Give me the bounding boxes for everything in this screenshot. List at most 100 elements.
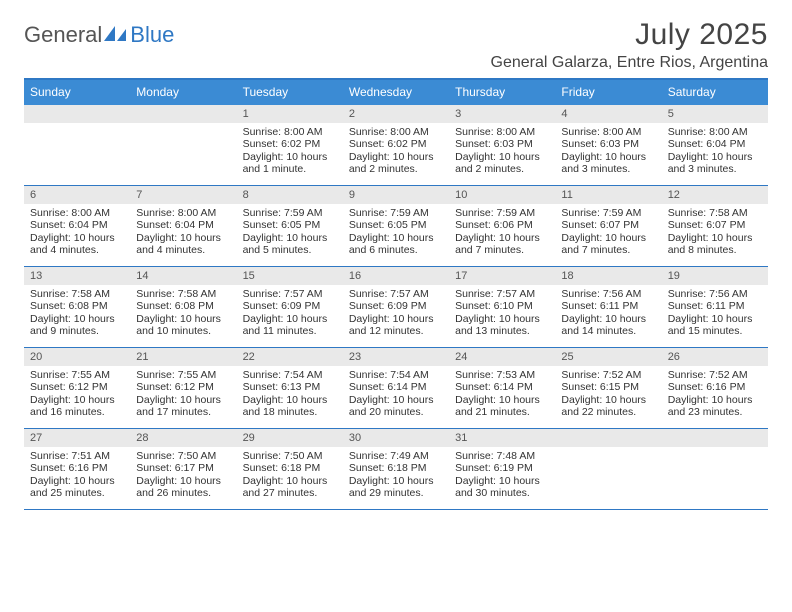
day-number: 5	[662, 105, 768, 123]
day-number: 11	[555, 186, 661, 204]
day-number: 2	[343, 105, 449, 123]
week-row: 6Sunrise: 8:00 AMSunset: 6:04 PMDaylight…	[24, 186, 768, 267]
day-number: 10	[449, 186, 555, 204]
sunrise-text: Sunrise: 7:59 AM	[455, 207, 549, 219]
calendar-page: General Blue July 2025 General Galarza, …	[0, 0, 792, 522]
day-number: 16	[343, 267, 449, 285]
week-row: 1Sunrise: 8:00 AMSunset: 6:02 PMDaylight…	[24, 105, 768, 186]
day-detail: Sunrise: 7:57 AMSunset: 6:09 PMDaylight:…	[237, 285, 343, 347]
day-detail: Sunrise: 7:59 AMSunset: 6:06 PMDaylight:…	[449, 204, 555, 266]
day-detail: Sunrise: 7:55 AMSunset: 6:12 PMDaylight:…	[130, 366, 236, 428]
day-cell: 11Sunrise: 7:59 AMSunset: 6:07 PMDayligh…	[555, 186, 661, 266]
sunrise-text: Sunrise: 8:00 AM	[243, 126, 337, 138]
day-cell: 18Sunrise: 7:56 AMSunset: 6:11 PMDayligh…	[555, 267, 661, 347]
day-detail	[24, 123, 130, 185]
month-title: July 2025	[491, 18, 768, 52]
day-header-monday: Monday	[130, 80, 236, 105]
sunrise-text: Sunrise: 7:57 AM	[243, 288, 337, 300]
sunrise-text: Sunrise: 8:00 AM	[349, 126, 443, 138]
day-detail: Sunrise: 7:52 AMSunset: 6:16 PMDaylight:…	[662, 366, 768, 428]
day-header-wednesday: Wednesday	[343, 80, 449, 105]
day-header-sunday: Sunday	[24, 80, 130, 105]
day-cell: 20Sunrise: 7:55 AMSunset: 6:12 PMDayligh…	[24, 348, 130, 428]
day-number: 7	[130, 186, 236, 204]
daylight-text: Daylight: 10 hours and 4 minutes.	[136, 232, 230, 257]
daylight-text: Daylight: 10 hours and 4 minutes.	[30, 232, 124, 257]
day-cell: 15Sunrise: 7:57 AMSunset: 6:09 PMDayligh…	[237, 267, 343, 347]
daylight-text: Daylight: 10 hours and 2 minutes.	[349, 151, 443, 176]
sunset-text: Sunset: 6:03 PM	[561, 138, 655, 150]
daylight-text: Daylight: 10 hours and 18 minutes.	[243, 394, 337, 419]
day-cell: 16Sunrise: 7:57 AMSunset: 6:09 PMDayligh…	[343, 267, 449, 347]
day-detail: Sunrise: 7:57 AMSunset: 6:09 PMDaylight:…	[343, 285, 449, 347]
day-number	[130, 105, 236, 123]
day-detail: Sunrise: 7:59 AMSunset: 6:05 PMDaylight:…	[237, 204, 343, 266]
day-cell: 6Sunrise: 8:00 AMSunset: 6:04 PMDaylight…	[24, 186, 130, 266]
sunset-text: Sunset: 6:09 PM	[243, 300, 337, 312]
sunset-text: Sunset: 6:08 PM	[136, 300, 230, 312]
sunset-text: Sunset: 6:12 PM	[30, 381, 124, 393]
day-detail: Sunrise: 8:00 AMSunset: 6:02 PMDaylight:…	[237, 123, 343, 185]
day-detail: Sunrise: 7:54 AMSunset: 6:13 PMDaylight:…	[237, 366, 343, 428]
sunrise-text: Sunrise: 8:00 AM	[455, 126, 549, 138]
day-detail: Sunrise: 7:59 AMSunset: 6:07 PMDaylight:…	[555, 204, 661, 266]
day-detail: Sunrise: 7:48 AMSunset: 6:19 PMDaylight:…	[449, 447, 555, 509]
day-cell: 12Sunrise: 7:58 AMSunset: 6:07 PMDayligh…	[662, 186, 768, 266]
day-header-friday: Friday	[555, 80, 661, 105]
day-detail: Sunrise: 7:51 AMSunset: 6:16 PMDaylight:…	[24, 447, 130, 509]
day-detail: Sunrise: 8:00 AMSunset: 6:04 PMDaylight:…	[130, 204, 236, 266]
sunrise-text: Sunrise: 7:56 AM	[561, 288, 655, 300]
daylight-text: Daylight: 10 hours and 16 minutes.	[30, 394, 124, 419]
day-detail: Sunrise: 7:56 AMSunset: 6:11 PMDaylight:…	[555, 285, 661, 347]
sunset-text: Sunset: 6:09 PM	[349, 300, 443, 312]
logo: General Blue	[24, 22, 174, 48]
logo-text-blue: Blue	[130, 22, 174, 48]
day-cell: 31Sunrise: 7:48 AMSunset: 6:19 PMDayligh…	[449, 429, 555, 509]
sunset-text: Sunset: 6:11 PM	[668, 300, 762, 312]
daylight-text: Daylight: 10 hours and 22 minutes.	[561, 394, 655, 419]
day-detail: Sunrise: 7:54 AMSunset: 6:14 PMDaylight:…	[343, 366, 449, 428]
day-detail: Sunrise: 7:50 AMSunset: 6:17 PMDaylight:…	[130, 447, 236, 509]
day-number: 12	[662, 186, 768, 204]
day-detail: Sunrise: 7:59 AMSunset: 6:05 PMDaylight:…	[343, 204, 449, 266]
daylight-text: Daylight: 10 hours and 10 minutes.	[136, 313, 230, 338]
sunset-text: Sunset: 6:18 PM	[349, 462, 443, 474]
sunset-text: Sunset: 6:04 PM	[136, 219, 230, 231]
day-number: 27	[24, 429, 130, 447]
daylight-text: Daylight: 10 hours and 12 minutes.	[349, 313, 443, 338]
day-cell: 17Sunrise: 7:57 AMSunset: 6:10 PMDayligh…	[449, 267, 555, 347]
sunrise-text: Sunrise: 7:55 AM	[136, 369, 230, 381]
sunrise-text: Sunrise: 7:49 AM	[349, 450, 443, 462]
sunrise-text: Sunrise: 7:48 AM	[455, 450, 549, 462]
day-cell: 23Sunrise: 7:54 AMSunset: 6:14 PMDayligh…	[343, 348, 449, 428]
day-header-saturday: Saturday	[662, 80, 768, 105]
sunset-text: Sunset: 6:04 PM	[668, 138, 762, 150]
day-number: 22	[237, 348, 343, 366]
sunrise-text: Sunrise: 7:53 AM	[455, 369, 549, 381]
daylight-text: Daylight: 10 hours and 6 minutes.	[349, 232, 443, 257]
day-cell: 27Sunrise: 7:51 AMSunset: 6:16 PMDayligh…	[24, 429, 130, 509]
daylight-text: Daylight: 10 hours and 14 minutes.	[561, 313, 655, 338]
day-number: 26	[662, 348, 768, 366]
daylight-text: Daylight: 10 hours and 9 minutes.	[30, 313, 124, 338]
day-cell: 30Sunrise: 7:49 AMSunset: 6:18 PMDayligh…	[343, 429, 449, 509]
day-detail: Sunrise: 8:00 AMSunset: 6:04 PMDaylight:…	[24, 204, 130, 266]
day-number: 19	[662, 267, 768, 285]
day-cell	[130, 105, 236, 185]
sunrise-text: Sunrise: 7:52 AM	[561, 369, 655, 381]
weeks-container: 1Sunrise: 8:00 AMSunset: 6:02 PMDaylight…	[24, 105, 768, 510]
day-cell: 9Sunrise: 7:59 AMSunset: 6:05 PMDaylight…	[343, 186, 449, 266]
daylight-text: Daylight: 10 hours and 2 minutes.	[455, 151, 549, 176]
sunrise-text: Sunrise: 8:00 AM	[136, 207, 230, 219]
page-header: General Blue July 2025 General Galarza, …	[24, 18, 768, 72]
day-cell: 5Sunrise: 8:00 AMSunset: 6:04 PMDaylight…	[662, 105, 768, 185]
day-detail: Sunrise: 7:52 AMSunset: 6:15 PMDaylight:…	[555, 366, 661, 428]
day-header-tuesday: Tuesday	[237, 80, 343, 105]
day-number: 24	[449, 348, 555, 366]
daylight-text: Daylight: 10 hours and 15 minutes.	[668, 313, 762, 338]
daylight-text: Daylight: 10 hours and 21 minutes.	[455, 394, 549, 419]
sunrise-text: Sunrise: 8:00 AM	[668, 126, 762, 138]
day-cell: 2Sunrise: 8:00 AMSunset: 6:02 PMDaylight…	[343, 105, 449, 185]
day-number: 20	[24, 348, 130, 366]
week-row: 27Sunrise: 7:51 AMSunset: 6:16 PMDayligh…	[24, 429, 768, 510]
